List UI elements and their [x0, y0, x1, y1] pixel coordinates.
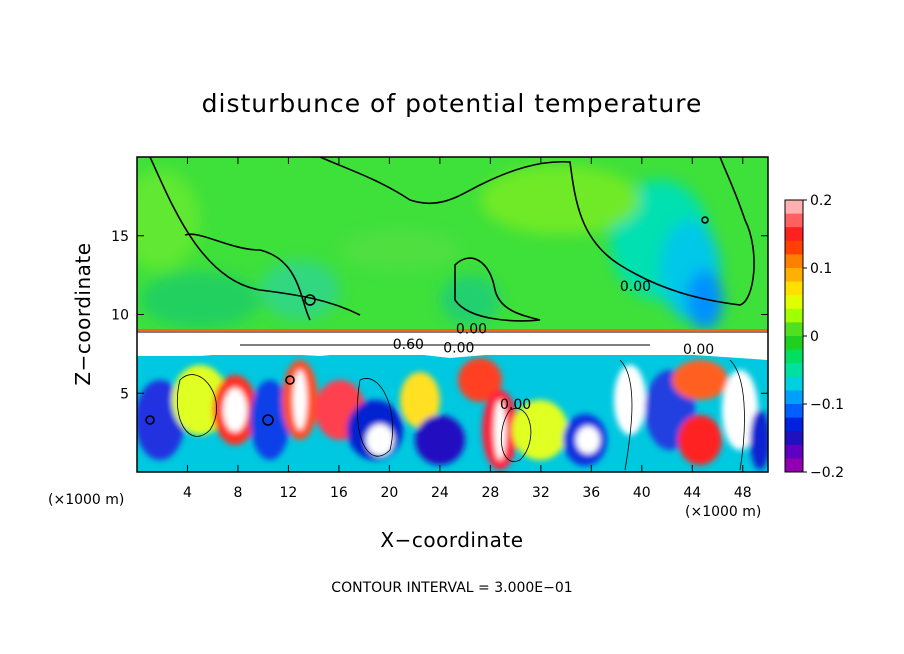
x-tick-label: 28 — [481, 485, 499, 501]
eddy — [366, 424, 394, 456]
eddy — [223, 388, 247, 432]
contour-line — [619, 359, 633, 471]
contour-label: 0.00 — [443, 340, 474, 356]
contour-line — [500, 408, 532, 462]
contour-line — [356, 378, 394, 457]
contour-interval-note: CONTOUR INTERVAL = 3.000E−01 — [331, 580, 572, 596]
colorbar-tick-label: −0.2 — [810, 465, 844, 481]
colorbar-tick-label: 0.1 — [810, 261, 832, 277]
contour-label: 0.00 — [456, 321, 487, 337]
colorbar-segment — [785, 431, 803, 446]
upper-field-variations — [137, 165, 723, 330]
contour-label: 0.60 — [393, 337, 424, 353]
x-tick-label: 12 — [280, 485, 298, 501]
colorbar-segment — [785, 254, 803, 269]
contour-labels: 0.00 0.00 0.60 0.00 0.00 0.00 — [393, 279, 714, 413]
x-tick-label: 20 — [380, 485, 398, 501]
y-axis-label: Z−coordinate — [71, 242, 95, 385]
x-tick-label: 8 — [233, 485, 242, 501]
upper-blob — [137, 170, 200, 270]
contour-ring — [262, 414, 274, 426]
colorbar-ticks: 0.2 0.1 0 −0.1 −0.2 — [803, 193, 844, 481]
contour-ring — [285, 375, 295, 385]
eddy — [672, 360, 728, 400]
colorbar-segment — [785, 458, 803, 473]
lower-contour-lines — [176, 359, 745, 471]
x-tick-label: 48 — [734, 485, 752, 501]
upper-blob — [480, 165, 640, 235]
y-tick-label: 5 — [120, 386, 129, 402]
contour-line — [454, 257, 541, 322]
contour-line — [729, 359, 745, 471]
eddy — [415, 415, 465, 465]
x-unit-right: (×1000 m) — [685, 504, 761, 520]
colorbar-segment — [785, 213, 803, 228]
colorbar-tick-label: −0.1 — [810, 397, 844, 413]
chart-title: disturbunce of potential temperature — [202, 89, 703, 118]
x-tick-label: 36 — [582, 485, 600, 501]
contour-line — [149, 157, 361, 316]
contour-label: 0.00 — [620, 279, 651, 295]
colorbar-segment — [785, 363, 803, 378]
x-tick-label: 24 — [431, 485, 449, 501]
colorbar-segment — [785, 308, 803, 323]
colorbar-segment — [785, 404, 803, 419]
upper-blob — [340, 230, 460, 270]
eddy — [250, 380, 290, 460]
colorbar-tick-label: 0 — [810, 329, 819, 345]
x-unit-left: (×1000 m) — [48, 492, 124, 508]
colorbar-segment — [785, 417, 803, 432]
upper-blob — [140, 272, 260, 328]
plot-area — [137, 157, 768, 472]
eddy — [678, 415, 722, 465]
y-axis-ticks: 5 10 15 — [111, 229, 768, 402]
eddy — [458, 358, 502, 402]
colorbar-segment — [785, 281, 803, 296]
colorbar-segment — [785, 376, 803, 391]
y-tick-label: 15 — [111, 229, 129, 245]
contour-ring — [304, 294, 316, 306]
eddy — [293, 370, 307, 430]
x-tick-label: 32 — [532, 485, 550, 501]
eddy — [614, 365, 646, 435]
contour-label: 0.00 — [683, 342, 714, 358]
x-tick-label: 4 — [183, 485, 192, 501]
contour-line — [176, 374, 217, 437]
colorbar-segment — [785, 240, 803, 255]
eddy — [576, 426, 600, 454]
colorbar-segment — [785, 295, 803, 310]
x-tick-label: 40 — [633, 485, 651, 501]
x-axis-ticks: 4 8 12 16 20 24 28 32 36 40 44 48 — [183, 157, 752, 501]
upper-blob — [687, 270, 723, 330]
colorbar-segment — [785, 390, 803, 405]
lower-field-eddies — [137, 358, 768, 470]
contour-lines — [145, 157, 755, 426]
x-axis-label: X−coordinate — [380, 528, 523, 552]
contour-ring — [701, 216, 709, 224]
eddy — [750, 410, 768, 470]
eddy — [512, 400, 568, 460]
colorbar-segment — [785, 200, 803, 215]
eddy — [400, 372, 440, 428]
y-tick-label: 10 — [111, 308, 129, 324]
colorbar-segment — [785, 227, 803, 242]
colorbar — [784, 199, 804, 473]
x-tick-label: 16 — [330, 485, 348, 501]
eddy — [494, 400, 506, 460]
colorbar-segment — [785, 349, 803, 364]
contour-ring — [145, 415, 155, 425]
contour-line — [184, 233, 311, 321]
colorbar-segment — [785, 336, 803, 351]
colorbar-segment — [785, 268, 803, 283]
colorbar-segment — [785, 444, 803, 459]
colorbar-segment — [785, 322, 803, 337]
eddy — [722, 370, 758, 450]
x-tick-label: 44 — [683, 485, 701, 501]
colorbar-tick-label: 0.2 — [810, 193, 832, 209]
contour-line — [319, 157, 755, 306]
contour-label: 0.00 — [500, 397, 531, 413]
